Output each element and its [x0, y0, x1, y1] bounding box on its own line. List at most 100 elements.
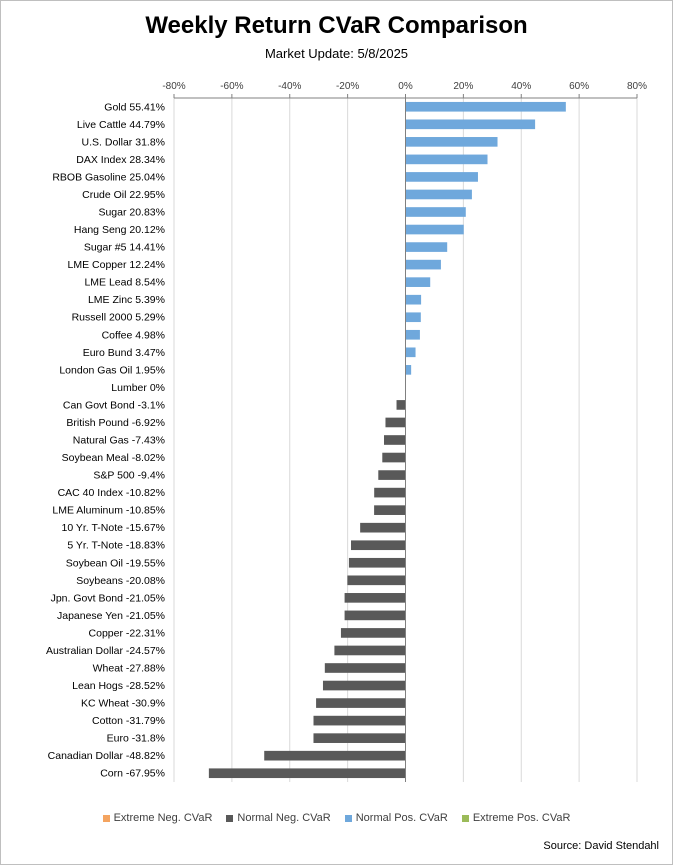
bar	[396, 400, 406, 410]
category-label: Russell 2000 5.29%	[72, 312, 165, 324]
source-note: Source: David Stendahl	[543, 840, 659, 852]
category-label: Soybean Oil -19.55%	[66, 557, 165, 569]
bar	[340, 628, 406, 638]
bar	[405, 347, 416, 358]
category-label: S&P 500 -9.4%	[93, 470, 165, 482]
bar	[405, 189, 472, 200]
x-tick-label: -40%	[278, 81, 301, 92]
bar	[405, 259, 441, 270]
bar	[405, 101, 566, 112]
x-tick-label: -80%	[162, 81, 185, 92]
category-label: Corn -67.95%	[100, 768, 165, 780]
category-label: Gold 55.41%	[104, 101, 165, 113]
bar	[264, 750, 406, 761]
legend-label-extreme-pos: Extreme Pos. CVaR	[472, 812, 571, 824]
bar	[405, 365, 412, 375]
bar	[405, 137, 498, 147]
bar	[360, 522, 406, 533]
category-label: Live Cattle 44.79%	[77, 119, 165, 131]
category-label: Wheat -27.88%	[93, 663, 165, 675]
category-label: London Gas Oil 1.95%	[59, 364, 165, 376]
category-labels: Gold 55.41% Live Cattle 44.79% U.S. Dollar…	[46, 101, 165, 779]
category-label: LME Copper 12.24%	[68, 259, 165, 271]
bar	[208, 768, 406, 779]
bar	[382, 452, 406, 463]
bar	[383, 435, 406, 445]
category-label: Euro -31.8%	[107, 733, 165, 745]
chart-title: Weekly Return CVaR Comparison	[145, 12, 528, 39]
legend-item-normal-neg: Normal Neg. CVaR	[226, 812, 331, 824]
bar	[405, 224, 464, 235]
bar	[344, 593, 406, 603]
x-tick-label: 60%	[569, 81, 589, 92]
category-label: U.S. Dollar 31.8%	[82, 136, 165, 148]
category-label: Cotton -31.79%	[92, 715, 165, 727]
category-label: KC Wheat -30.9%	[81, 698, 165, 710]
bar	[405, 329, 420, 340]
legend-item-normal-pos: Normal Pos. CVaR	[344, 812, 448, 824]
axes	[173, 94, 638, 782]
bar	[313, 715, 406, 726]
bar	[405, 207, 466, 217]
bar	[351, 540, 406, 551]
category-label: DAX Index 28.34%	[76, 154, 165, 166]
legend-item-extreme-neg: Extreme Neg. CVaR	[102, 812, 213, 824]
legend-item-extreme-pos: Extreme Pos. CVaR	[461, 812, 571, 824]
x-tick-label: 40%	[511, 81, 531, 92]
category-label: Japanese Yen -21.05%	[57, 610, 165, 622]
bars	[208, 101, 566, 779]
bar	[374, 487, 406, 498]
x-tick-label: 20%	[453, 81, 473, 92]
category-label: Can Govt Bond -3.1%	[63, 399, 165, 411]
category-label: Copper -22.31%	[89, 627, 165, 639]
category-label: 10 Yr. T-Note -15.67%	[61, 522, 165, 534]
x-tick-label: 0%	[398, 81, 413, 92]
category-label: Lean Hogs -28.52%	[72, 680, 165, 692]
category-label: 5 Yr. T-Note -18.83%	[67, 540, 165, 552]
bar	[405, 242, 448, 252]
category-label: Lumber 0%	[111, 382, 165, 394]
category-label: RBOB Gasoline 25.04%	[52, 171, 165, 183]
legend-label-extreme-neg: Extreme Neg. CVaR	[113, 812, 213, 824]
category-label: Canadian Dollar -48.82%	[48, 750, 165, 762]
bar	[405, 294, 422, 305]
bar	[334, 645, 406, 656]
bar	[385, 417, 406, 428]
x-axis-tick-labels: -80% -60% -40% -20% 0% 20% 40% 60% 80%	[162, 81, 647, 92]
category-label: British Pound -6.92%	[66, 417, 165, 429]
chart-legend: Extreme Neg. CVaR Normal Neg. CVaR Norma…	[0, 812, 673, 824]
bar	[405, 312, 421, 323]
x-tick-label: -60%	[220, 81, 243, 92]
category-label: Australian Dollar -24.57%	[46, 645, 165, 657]
category-label: CAC 40 Index -10.82%	[58, 487, 165, 499]
bar	[405, 119, 536, 130]
bar	[344, 610, 406, 621]
legend-label-normal-neg: Normal Neg. CVaR	[237, 812, 331, 824]
category-label: Euro Bund 3.47%	[83, 347, 165, 359]
legend-swatch-extreme-pos	[461, 814, 469, 822]
category-label: Soybeans -20.08%	[76, 575, 165, 587]
bar	[405, 172, 478, 182]
category-label: Coffee 4.98%	[102, 329, 165, 341]
category-label: Soybean Meal -8.02%	[62, 452, 165, 464]
category-label: Crude Oil 22.95%	[82, 189, 165, 201]
bar	[374, 505, 406, 515]
bar	[313, 733, 406, 743]
category-label: Sugar #5 14.41%	[84, 242, 165, 254]
legend-label-normal-pos: Normal Pos. CVaR	[355, 812, 448, 824]
legend-swatch-extreme-neg	[102, 814, 110, 822]
bar	[405, 277, 431, 287]
category-label: Natural Gas -7.43%	[73, 435, 165, 447]
x-tick-label: 80%	[627, 81, 647, 92]
x-tick-label: -20%	[336, 81, 359, 92]
bar	[405, 154, 488, 165]
category-label: LME Aluminum -10.85%	[52, 505, 165, 517]
bar	[316, 698, 406, 708]
category-label: Jpn. Govt Bond -21.05%	[51, 592, 165, 604]
chart-subtitle: Market Update: 5/8/2025	[264, 46, 409, 61]
bar	[324, 663, 406, 673]
category-label: Hang Seng 20.12%	[74, 224, 165, 236]
bar	[347, 575, 406, 586]
bar	[348, 557, 406, 568]
